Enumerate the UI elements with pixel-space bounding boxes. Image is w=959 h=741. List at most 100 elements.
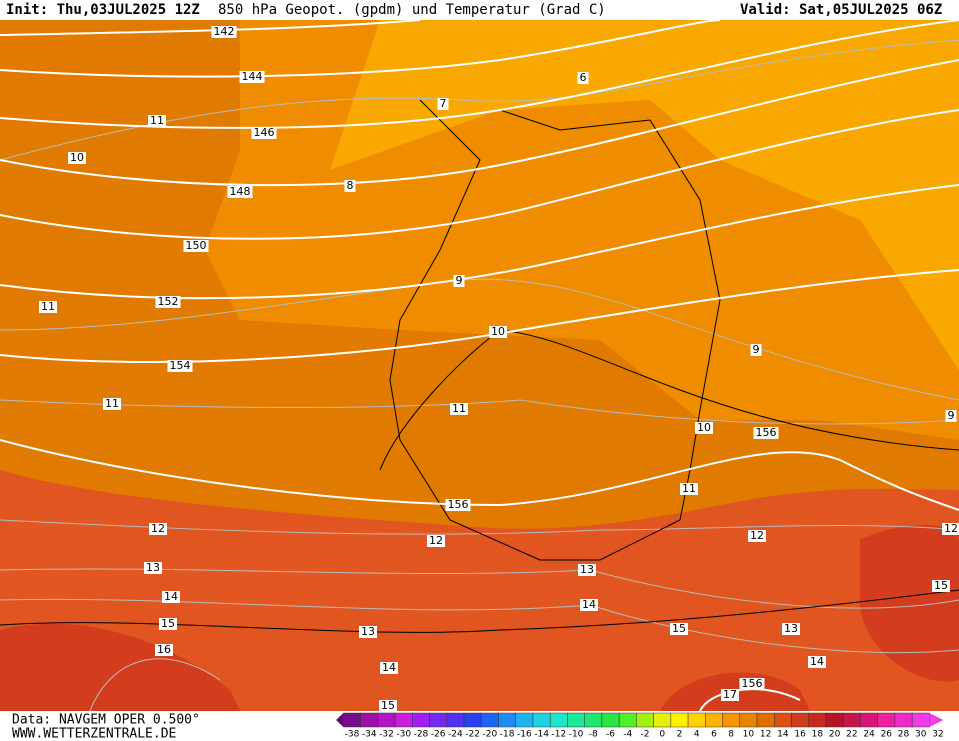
- temperature-label: 14: [164, 590, 178, 603]
- temperature-label: 12: [151, 522, 165, 535]
- legend-swatch: [860, 712, 878, 728]
- legend-swatch: [360, 712, 379, 728]
- legend-swatch: [463, 712, 482, 728]
- geopotential-label-box: [155, 296, 181, 308]
- temperature-label-box: [159, 618, 177, 630]
- legend-arrow-left: [336, 713, 344, 727]
- legend-swatch: [739, 712, 758, 728]
- temp-region: [330, 20, 959, 370]
- legend-label: -8: [589, 730, 598, 740]
- data-source: Data: NAVGEM OPER 0.500°: [12, 713, 200, 728]
- temperature-label-box: [359, 626, 377, 638]
- temperature-label-box: [721, 689, 739, 701]
- map-title: 850 hPa Geopot. (gpdm) und Temperatur (G…: [218, 2, 606, 18]
- geopotential-label-box: [445, 499, 471, 511]
- geopotential-label: 146: [254, 126, 275, 139]
- geopotential-label-box: [239, 71, 265, 83]
- legend-label: 20: [829, 730, 841, 740]
- geopotential-label: 156: [756, 426, 777, 439]
- contours-black: [0, 99, 959, 633]
- legend-label: 12: [760, 730, 771, 740]
- legend-label: -18: [500, 730, 515, 740]
- legend-swatch: [584, 712, 603, 728]
- legend-label: 22: [846, 730, 857, 740]
- legend-label: 18: [812, 730, 824, 740]
- temperature-label: 12: [750, 529, 764, 542]
- legend-swatch: [481, 712, 499, 728]
- temperature-label: 11: [452, 402, 466, 415]
- geopotential-label: 156: [448, 498, 469, 511]
- temperature-label: 15: [381, 699, 395, 712]
- geopotential-label: 150: [186, 239, 207, 252]
- temperature-label-box: [68, 152, 86, 164]
- legend-label: -14: [534, 730, 549, 740]
- temperature-label: 9: [948, 409, 955, 422]
- geopotential-label-box: [183, 240, 209, 252]
- temperature-label: 13: [580, 563, 594, 576]
- temperature-label-box: [580, 599, 598, 611]
- legend-swatch: [894, 712, 913, 728]
- temperature-label-box: [748, 530, 766, 542]
- temperature-label: 15: [672, 622, 686, 635]
- legend-label: 8: [728, 730, 734, 740]
- temperature-label-box: [578, 564, 596, 576]
- geopotential-label: 156: [742, 677, 763, 690]
- temperature-label-box: [453, 275, 465, 287]
- isohypses: [0, 19, 959, 712]
- legend-label: -4: [623, 730, 632, 740]
- legend-swatch: [842, 712, 861, 728]
- legend-swatch: [756, 712, 775, 728]
- temperature-label: 16: [157, 643, 171, 656]
- temperature-label-box: [670, 623, 688, 635]
- legend-swatch: [636, 712, 654, 728]
- legend-swatch: [670, 712, 689, 728]
- legend-label: 0: [659, 730, 665, 740]
- legend-label: -16: [517, 730, 532, 740]
- legend-label: -20: [483, 730, 498, 740]
- temperature-label-box: [427, 535, 445, 547]
- temperature-label: 14: [582, 598, 596, 611]
- temperature-label: 12: [944, 522, 958, 535]
- legend-label: -38: [345, 730, 360, 740]
- temperature-label: 10: [491, 325, 505, 338]
- legend-swatch: [343, 712, 361, 728]
- geopotential-label-box: [167, 360, 193, 372]
- valid-time: Valid: Sat,05JUL2025 06Z: [740, 2, 942, 18]
- legend-label: -12: [551, 730, 566, 740]
- legend-label: -10: [569, 730, 584, 740]
- temperature-label: 12: [429, 534, 443, 547]
- legend-label: -2: [641, 730, 650, 740]
- legend-swatch: [618, 712, 637, 728]
- temperature-label-box: [680, 483, 698, 495]
- legend-label: 16: [794, 730, 806, 740]
- geopotential-label: 148: [230, 185, 251, 198]
- temperature-label-box: [144, 562, 162, 574]
- legend-swatch: [377, 712, 396, 728]
- temperature-label-box: [942, 523, 959, 535]
- legend-label: 24: [863, 730, 875, 740]
- temperature-label-box: [162, 591, 180, 603]
- legend-label: 4: [694, 730, 700, 740]
- temperature-label-box: [577, 72, 589, 84]
- legend-swatch: [911, 712, 930, 728]
- website: WWW.WETTERZENTRALE.DE: [12, 727, 176, 741]
- legend-swatch: [791, 712, 809, 728]
- temperature-label-box: [945, 410, 957, 422]
- legend-label: 14: [777, 730, 789, 740]
- temperature-label: 11: [105, 397, 119, 410]
- legend-swatch: [722, 712, 741, 728]
- legend-swatch: [498, 712, 516, 728]
- legend-swatch: [394, 712, 413, 728]
- temperature-label: 17: [723, 688, 737, 701]
- legend-swatch: [446, 712, 465, 728]
- map-area: [0, 19, 959, 712]
- legend-label: 28: [898, 730, 910, 740]
- legend-swatch: [515, 712, 534, 728]
- legend-label: -28: [414, 730, 429, 740]
- temperature-label-box: [155, 644, 173, 656]
- legend-swatch: [549, 712, 568, 728]
- temp-region: [860, 525, 959, 682]
- legend-label: 26: [881, 730, 893, 740]
- temperature-label: 10: [70, 151, 84, 164]
